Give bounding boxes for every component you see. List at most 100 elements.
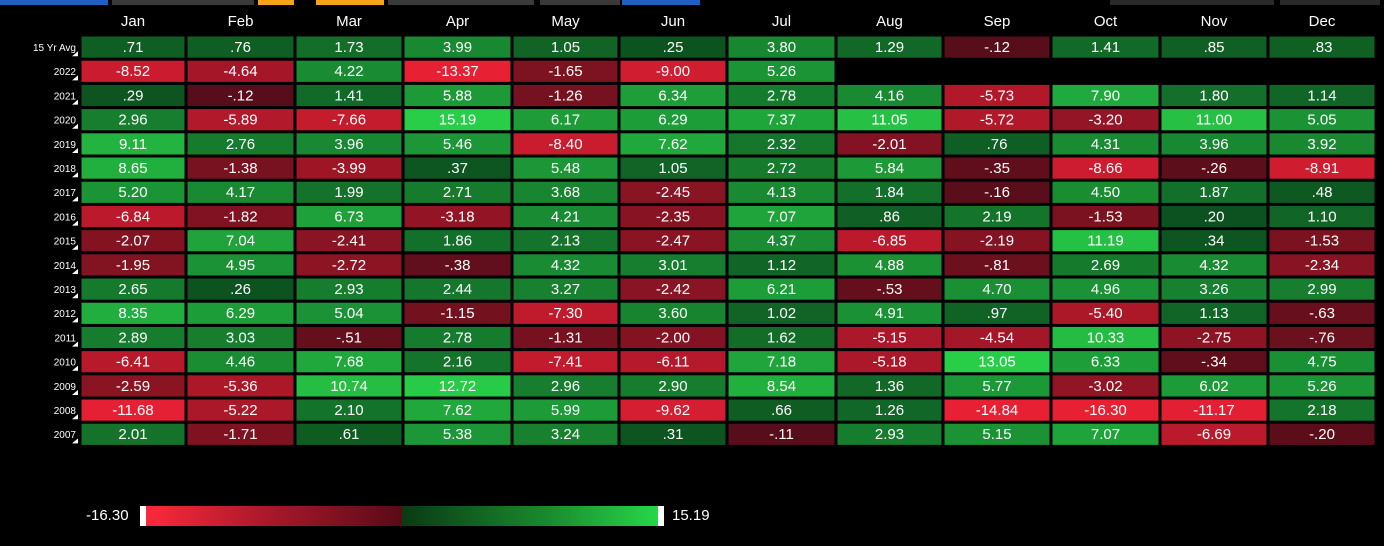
cell-value: 4.46 xyxy=(226,354,255,371)
cell-value: -.38 xyxy=(445,257,471,274)
cell-value: 3.01 xyxy=(658,257,687,274)
cell-value: -7.66 xyxy=(332,112,366,129)
row-label: 2015 xyxy=(54,237,77,248)
heatmap-cell xyxy=(1268,132,1376,156)
toolbar-tab[interactable] xyxy=(1110,0,1274,5)
row-marker xyxy=(72,269,78,274)
heatmap-cell xyxy=(727,398,836,422)
row-marker xyxy=(72,172,78,178)
heatmap-cell xyxy=(727,277,836,301)
heatmap-cell xyxy=(295,253,403,277)
heatmap-cell xyxy=(943,35,1051,59)
legend-handle-left[interactable] xyxy=(140,506,146,526)
heatmap-cell xyxy=(295,180,403,204)
column-header: Jun xyxy=(661,13,685,30)
heatmap-cell xyxy=(1160,253,1268,277)
column-header: Oct xyxy=(1094,13,1118,30)
heatmap-cell xyxy=(80,325,186,350)
heatmap-cell xyxy=(619,350,727,374)
heatmap-cell xyxy=(1160,301,1268,325)
heatmap-cell xyxy=(295,132,403,156)
cell-value: 11.19 xyxy=(1087,233,1123,250)
cell-value: 4.75 xyxy=(1307,354,1336,371)
heatmap-cell xyxy=(186,156,295,180)
heatmap-cell xyxy=(836,398,943,422)
cell-value: 11.00 xyxy=(1196,112,1232,129)
cell-value: -2.07 xyxy=(116,233,150,250)
toolbar-tab[interactable] xyxy=(258,0,294,5)
row-marker xyxy=(72,99,78,105)
heatmap-cell xyxy=(943,253,1051,277)
toolbar-tab[interactable] xyxy=(622,0,700,5)
heatmap-cell xyxy=(727,350,836,374)
heatmap-cell xyxy=(186,350,295,374)
cell-value: .20 xyxy=(1204,208,1225,225)
cell-value: 1.99 xyxy=(334,184,363,201)
heatmap-cell xyxy=(186,229,295,253)
heatmap-cell xyxy=(943,229,1051,253)
cell-value: -2.41 xyxy=(332,233,366,250)
heatmap-cell xyxy=(1268,277,1376,301)
toolbar-tab[interactable] xyxy=(1280,0,1380,5)
cell-value: 6.17 xyxy=(551,112,580,129)
cell-value: 1.80 xyxy=(1199,87,1228,104)
cell-value: 2.78 xyxy=(443,329,472,346)
cell-value: -2.34 xyxy=(1305,257,1339,274)
row-label: 2007 xyxy=(54,430,77,441)
cell-value: -.20 xyxy=(1309,426,1335,443)
cell-value: 1.02 xyxy=(767,305,796,322)
cell-value: 7.04 xyxy=(226,233,255,250)
toolbar-tab[interactable] xyxy=(316,0,384,5)
heatmap-cell xyxy=(403,156,512,180)
cell-value: 4.88 xyxy=(875,257,904,274)
cell-value: .97 xyxy=(987,305,1008,322)
cell-value: -.34 xyxy=(1201,354,1227,371)
heatmap-cell xyxy=(295,204,403,229)
toolbar-tab[interactable] xyxy=(388,0,534,5)
heatmap-cell xyxy=(836,83,943,108)
heatmap-cell xyxy=(295,422,403,446)
row-marker xyxy=(72,123,78,129)
row-marker xyxy=(72,341,78,347)
heatmap-cell xyxy=(619,325,727,350)
cell-value: .86 xyxy=(879,208,900,225)
heatmap-cell xyxy=(80,301,186,325)
heatmap-cell xyxy=(619,180,727,204)
heatmap-cell xyxy=(512,422,619,446)
cell-value: -14.84 xyxy=(976,402,1019,419)
cell-value: 3.80 xyxy=(767,39,796,56)
cell-value: -6.11 xyxy=(656,354,689,371)
toolbar-tab[interactable] xyxy=(0,0,108,5)
cell-value: 3.68 xyxy=(551,184,580,201)
cell-value: 7.18 xyxy=(767,354,796,371)
cell-value: -.51 xyxy=(336,329,362,346)
cell-value: 6.34 xyxy=(658,87,687,104)
heatmap-cell xyxy=(295,59,403,83)
heatmap-cell xyxy=(80,156,186,180)
cell-value: 9.11 xyxy=(119,136,147,153)
heatmap-cell xyxy=(943,277,1051,301)
legend-handle-right[interactable] xyxy=(658,506,664,526)
cell-value: -.11 xyxy=(769,426,794,443)
toolbar-tab[interactable] xyxy=(112,0,254,5)
cell-value: 3.96 xyxy=(334,136,363,153)
heatmap-cell xyxy=(1160,277,1268,301)
heatmap-cell xyxy=(836,180,943,204)
heatmap-cell xyxy=(943,156,1051,180)
heatmap-cell xyxy=(1160,83,1268,108)
cell-value: -2.35 xyxy=(656,208,690,225)
heatmap-cell xyxy=(619,422,727,446)
cell-value: 1.62 xyxy=(767,329,796,346)
heatmap-cell xyxy=(619,83,727,108)
heatmap-cell xyxy=(403,204,512,229)
toolbar-tab[interactable] xyxy=(540,0,620,5)
cell-value: 1.10 xyxy=(1307,208,1336,225)
row-marker xyxy=(72,317,78,323)
heatmap-cell xyxy=(836,108,943,132)
cell-value: 2.44 xyxy=(443,281,472,298)
cell-value: -.16 xyxy=(984,184,1010,201)
row-label: 2009 xyxy=(54,382,77,393)
row-marker xyxy=(72,438,78,444)
row-label: 2008 xyxy=(54,406,77,417)
cell-value: 4.31 xyxy=(1091,136,1120,153)
